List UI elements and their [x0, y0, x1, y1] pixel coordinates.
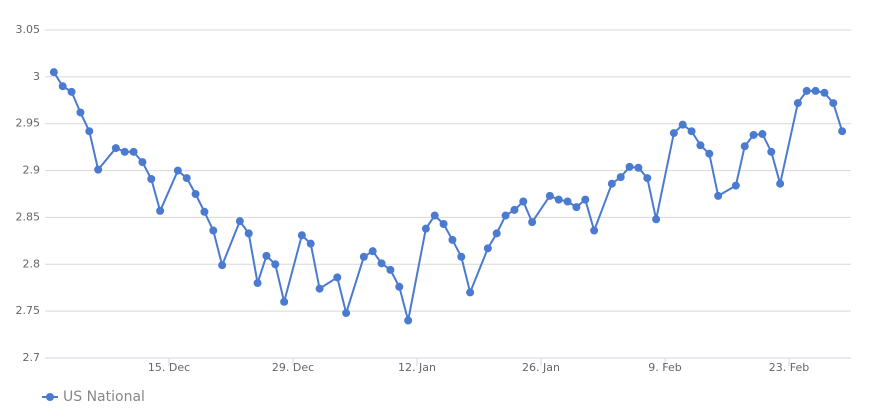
y-tick-label: 2.95 — [16, 117, 41, 130]
data-point — [67, 87, 76, 96]
data-point — [820, 88, 829, 97]
data-point — [554, 195, 563, 204]
data-point — [457, 252, 466, 261]
x-tick-label: 9. Feb — [648, 361, 681, 374]
data-point — [572, 203, 581, 212]
data-point — [793, 99, 802, 108]
data-point — [731, 181, 740, 190]
data-point — [76, 108, 85, 117]
data-point — [430, 211, 439, 220]
data-point — [634, 163, 643, 172]
data-point — [359, 252, 368, 261]
data-point — [377, 259, 386, 268]
data-point — [581, 195, 590, 204]
data-point — [767, 147, 776, 156]
data-point — [643, 174, 652, 183]
data-point — [315, 284, 324, 293]
data-point — [829, 99, 838, 108]
y-tick-label: 3 — [33, 70, 40, 83]
data-point — [94, 165, 103, 174]
y-tick-label: 2.85 — [16, 210, 41, 223]
data-point — [200, 207, 209, 216]
data-point — [590, 226, 599, 235]
data-point — [696, 141, 705, 150]
x-tick-label: 29. Dec — [272, 361, 314, 374]
data-point — [616, 173, 625, 182]
data-point — [280, 297, 289, 306]
y-tick-label: 3.05 — [16, 23, 41, 36]
data-point — [386, 265, 395, 274]
data-point — [811, 86, 820, 95]
data-point — [85, 127, 94, 136]
x-tick-label: 23. Feb — [769, 361, 809, 374]
data-point — [173, 166, 182, 175]
data-point — [235, 217, 244, 226]
data-point — [652, 215, 661, 224]
data-point — [182, 174, 191, 183]
data-point — [448, 235, 457, 244]
data-point — [740, 142, 749, 151]
data-point — [492, 229, 501, 238]
data-point — [776, 179, 785, 188]
data-point — [625, 162, 634, 171]
data-point — [510, 205, 519, 214]
data-point — [368, 247, 377, 256]
data-point — [519, 197, 528, 206]
data-point — [191, 190, 200, 198]
y-tick-label: 2.75 — [16, 304, 41, 317]
data-point — [669, 129, 678, 138]
data-point — [58, 82, 67, 91]
data-point — [687, 127, 696, 136]
data-point — [147, 175, 156, 184]
data-point — [271, 260, 280, 269]
data-point — [129, 147, 138, 156]
data-point — [244, 229, 253, 238]
data-point — [333, 273, 342, 282]
data-point — [545, 191, 554, 200]
data-point — [714, 191, 723, 200]
data-point — [218, 261, 227, 270]
data-point — [838, 127, 847, 136]
series-line — [53, 71, 844, 321]
data-point — [262, 251, 271, 260]
data-point — [120, 147, 129, 156]
data-point — [306, 239, 315, 248]
data-point — [209, 226, 218, 235]
data-point — [395, 282, 404, 291]
x-tick-label: 15. Dec — [148, 361, 190, 374]
data-point — [802, 86, 811, 95]
y-tick-label: 2.9 — [23, 164, 41, 177]
data-point — [49, 68, 58, 77]
data-point — [253, 279, 262, 288]
x-tick-label: 26. Jan — [522, 361, 560, 374]
data-point — [466, 288, 475, 297]
legend-text[interactable]: US National — [63, 389, 145, 405]
data-point — [563, 197, 572, 206]
data-point — [404, 316, 413, 325]
data-point — [678, 120, 687, 129]
data-point — [297, 231, 306, 240]
data-point — [439, 219, 448, 228]
legend-marker — [46, 393, 54, 401]
y-tick-label: 2.8 — [23, 257, 41, 270]
data-point — [156, 206, 165, 215]
x-tick-label: 12. Jan — [398, 361, 436, 374]
data-point — [749, 130, 758, 139]
data-point — [758, 130, 767, 139]
data-point — [528, 218, 537, 227]
data-point — [111, 144, 120, 153]
data-point — [705, 149, 714, 158]
y-tick-label: 2.7 — [23, 351, 41, 364]
data-point — [138, 158, 147, 167]
data-point — [501, 211, 510, 220]
data-point — [421, 224, 430, 233]
data-point — [607, 179, 616, 188]
data-point — [483, 244, 492, 253]
data-point — [342, 309, 351, 318]
